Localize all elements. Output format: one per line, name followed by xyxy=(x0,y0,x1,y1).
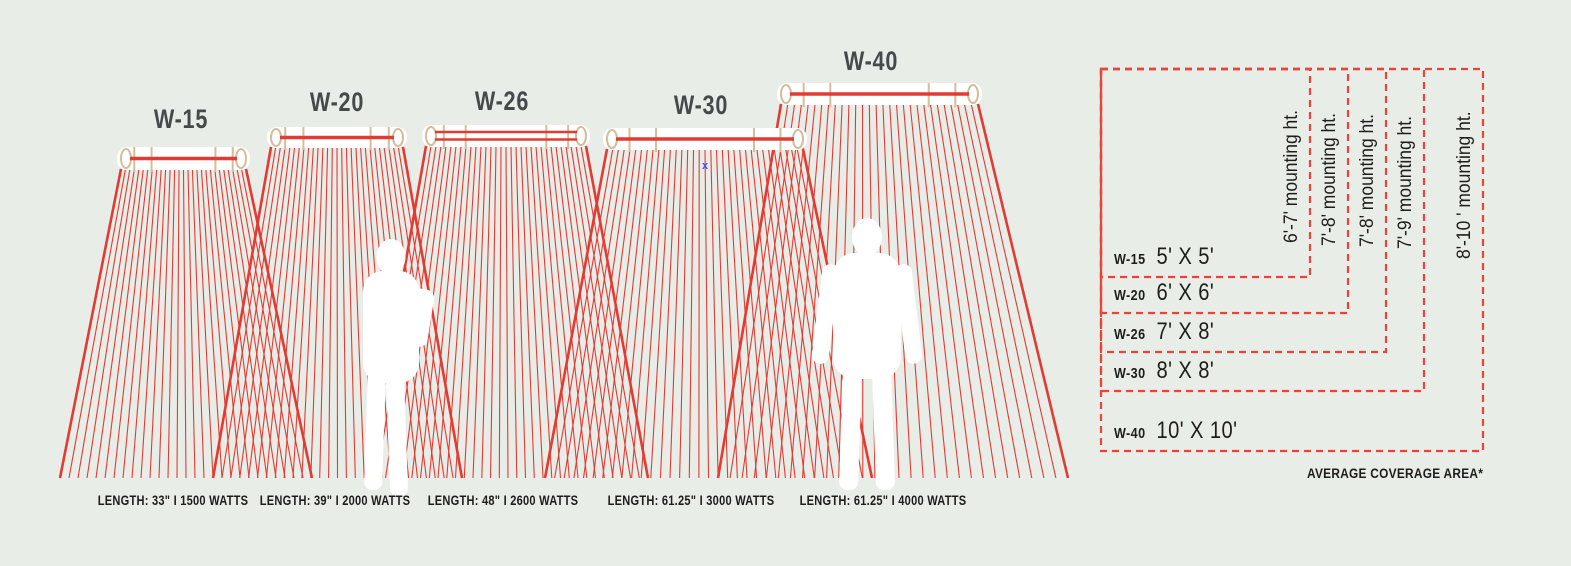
person-silhouette-right xyxy=(811,218,923,491)
person-leg xyxy=(386,371,408,497)
heater-spec-label-w-20: LENGTH: 39" I 2000 WATTS xyxy=(259,493,411,508)
coverage-row-model: W-30 xyxy=(1114,365,1146,382)
coverage-area-rect-w-26 xyxy=(1099,67,1388,354)
heater-model-label-w-20: W-20 xyxy=(309,87,365,117)
person-head xyxy=(852,218,882,256)
person-arm xyxy=(811,264,840,364)
coverage-row-dimensions: 10' X 10' xyxy=(1156,417,1238,444)
person-silhouette-left xyxy=(363,239,435,497)
coverage-row-w-15: W-15 5' X 5' xyxy=(1114,242,1214,275)
heat-ray-fan-w-15 xyxy=(58,168,314,479)
heater-unit-w-26 xyxy=(422,125,590,149)
mounting-height-label-w-26: 7'-8' mounting ht. xyxy=(1357,114,1378,247)
coverage-row-model: W-40 xyxy=(1114,425,1146,442)
coverage-area-rect-w-40 xyxy=(1099,67,1485,453)
heater-spec-label-w-26: LENGTH: 48" I 2600 WATTS xyxy=(427,493,579,508)
coverage-row-model: W-15 xyxy=(1114,251,1146,268)
person-leg xyxy=(364,367,386,491)
heater-model-label-w-30: W-30 xyxy=(673,90,729,120)
heater-model-label-w-40: W-40 xyxy=(843,46,899,76)
cursor-marker: x xyxy=(702,160,709,172)
heater-spec-label-w-15: LENGTH: 33" I 1500 WATTS xyxy=(97,493,249,508)
coverage-row-dimensions: 5' X 5' xyxy=(1156,243,1215,270)
coverage-row-w-30: W-30 8' X 8' xyxy=(1114,356,1214,389)
heater-model-label-w-15: W-15 xyxy=(153,104,209,134)
mounting-height-label-w-20: 7'-8' mounting ht. xyxy=(1319,113,1340,246)
coverage-row-dimensions: 6' X 6' xyxy=(1156,279,1215,306)
mounting-height-label-w-30: 7'-9' mounting ht. xyxy=(1395,116,1416,249)
heater-unit-w-20 xyxy=(267,127,407,150)
mounting-height-label-w-40: 8'-10 ' mounting ht. xyxy=(1454,111,1475,260)
coverage-row-w-26: W-26 7' X 8' xyxy=(1114,317,1214,350)
coverage-row-w-40: W-40 10' X 10' xyxy=(1114,416,1237,449)
coverage-area-rect-w-15 xyxy=(1099,67,1312,279)
heat-ray-fan-w-26 xyxy=(366,145,650,479)
coverage-row-dimensions: 7' X 8' xyxy=(1156,318,1215,345)
heater-spec-label-w-40: LENGTH: 61.25" I 4000 WATTS xyxy=(799,493,967,508)
person-torso xyxy=(833,253,901,379)
mounting-height-label-w-15: 6'-7' mounting ht. xyxy=(1281,110,1302,243)
person-bag xyxy=(395,287,435,347)
coverage-row-model: W-20 xyxy=(1114,287,1146,304)
person-leg xyxy=(872,365,895,491)
coverage-footnote: AVERAGE COVERAGE AREA* xyxy=(1306,466,1483,481)
coverage-row-dimensions: 8' X 8' xyxy=(1156,357,1215,384)
coverage-area-rects-layer xyxy=(1099,67,1485,453)
heater-spec-label-w-30: LENGTH: 61.25" I 3000 WATTS xyxy=(607,493,775,508)
heater-model-label-w-26: W-26 xyxy=(474,86,530,116)
heater-unit-w-30 xyxy=(603,128,807,152)
person-leg xyxy=(839,365,862,491)
heater-units-layer xyxy=(117,83,982,172)
coverage-row-w-20: W-20 6' X 6' xyxy=(1114,278,1214,311)
person-head xyxy=(376,239,406,275)
heater-unit-w-15 xyxy=(117,147,250,172)
person-arm xyxy=(894,264,923,364)
coverage-row-model: W-26 xyxy=(1114,326,1146,343)
heater-unit-w-40 xyxy=(777,83,982,107)
